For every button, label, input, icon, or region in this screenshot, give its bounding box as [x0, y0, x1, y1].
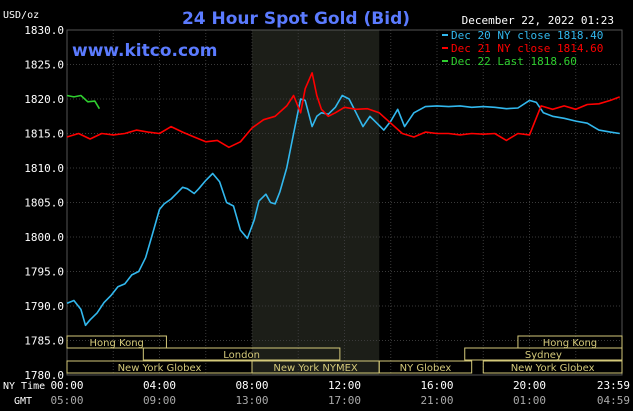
series-line: [66, 72, 620, 149]
y-tick-label: 1830.0: [24, 24, 64, 37]
x-tick-label-gmt: 04:59: [597, 394, 630, 407]
x-tick-label-gmt: 17:00: [328, 394, 361, 407]
session-bar: [142, 347, 341, 361]
y-tick-label: 1805.0: [24, 197, 64, 210]
x-tick-label-gmt: 21:00: [420, 394, 453, 407]
session-bar: [482, 360, 623, 374]
legend-entry: Dec 20 NY close 1818.40: [451, 29, 603, 42]
session-label: Hong Kong: [90, 338, 144, 349]
session-label: New York Globex: [511, 363, 595, 374]
x-tick-label-gmt: 05:00: [50, 394, 83, 407]
session-bar: [66, 335, 167, 349]
y-axis-unit: USD/oz: [3, 10, 39, 21]
session-bar: [378, 360, 473, 374]
x-tick-label-ny: 23:59: [597, 379, 630, 392]
x-tick-label-ny: 08:00: [235, 379, 268, 392]
x-tick-label-ny: 12:00: [328, 379, 361, 392]
session-label: London: [223, 350, 260, 361]
session-bar: [464, 347, 623, 361]
x-tick-label-ny: 16:00: [420, 379, 453, 392]
y-tick-label: 1790.0: [24, 300, 64, 313]
chart-date: December 22, 2022 01:23: [462, 14, 614, 27]
y-tick-label: 1810.0: [24, 162, 64, 175]
legend-entry: Dec 22 Last 1818.60: [451, 55, 577, 68]
gmt-label: GMT: [14, 396, 32, 407]
session-label: Hong Kong: [543, 338, 597, 349]
series-line: [66, 94, 101, 110]
x-tick-label-ny: 04:00: [143, 379, 176, 392]
session-label: New York Globex: [118, 363, 202, 374]
x-tick-label-ny: 20:00: [513, 379, 546, 392]
y-tick-label: 1785.0: [24, 335, 64, 348]
chart-title: 24 Hour Spot Gold (Bid): [182, 9, 410, 29]
y-tick-label: 1795.0: [24, 266, 64, 279]
y-tick-label: 1815.0: [24, 128, 64, 141]
y-tick-label: 1820.0: [24, 93, 64, 106]
y-tick-label: 1800.0: [24, 231, 64, 244]
session-label: NY Globex: [400, 363, 452, 374]
ny-time-label: NY Time: [3, 381, 45, 392]
y-tick-label: 1825.0: [24, 59, 64, 72]
series-line: [66, 94, 620, 327]
x-tick-label-gmt: 01:00: [513, 394, 546, 407]
legend-entry: Dec 21 NY close 1814.60: [451, 42, 603, 55]
y-tick-label: 1780.0: [24, 369, 64, 382]
session-label: Sydney: [525, 350, 562, 361]
x-tick-label-gmt: 09:00: [143, 394, 176, 407]
plot-frame: [66, 29, 623, 376]
website-url: www.kitco.com: [72, 41, 217, 61]
session-label: New York NYMEX: [273, 363, 358, 374]
x-tick-label-ny: 00:00: [50, 379, 83, 392]
x-tick-label-gmt: 13:00: [235, 394, 268, 407]
